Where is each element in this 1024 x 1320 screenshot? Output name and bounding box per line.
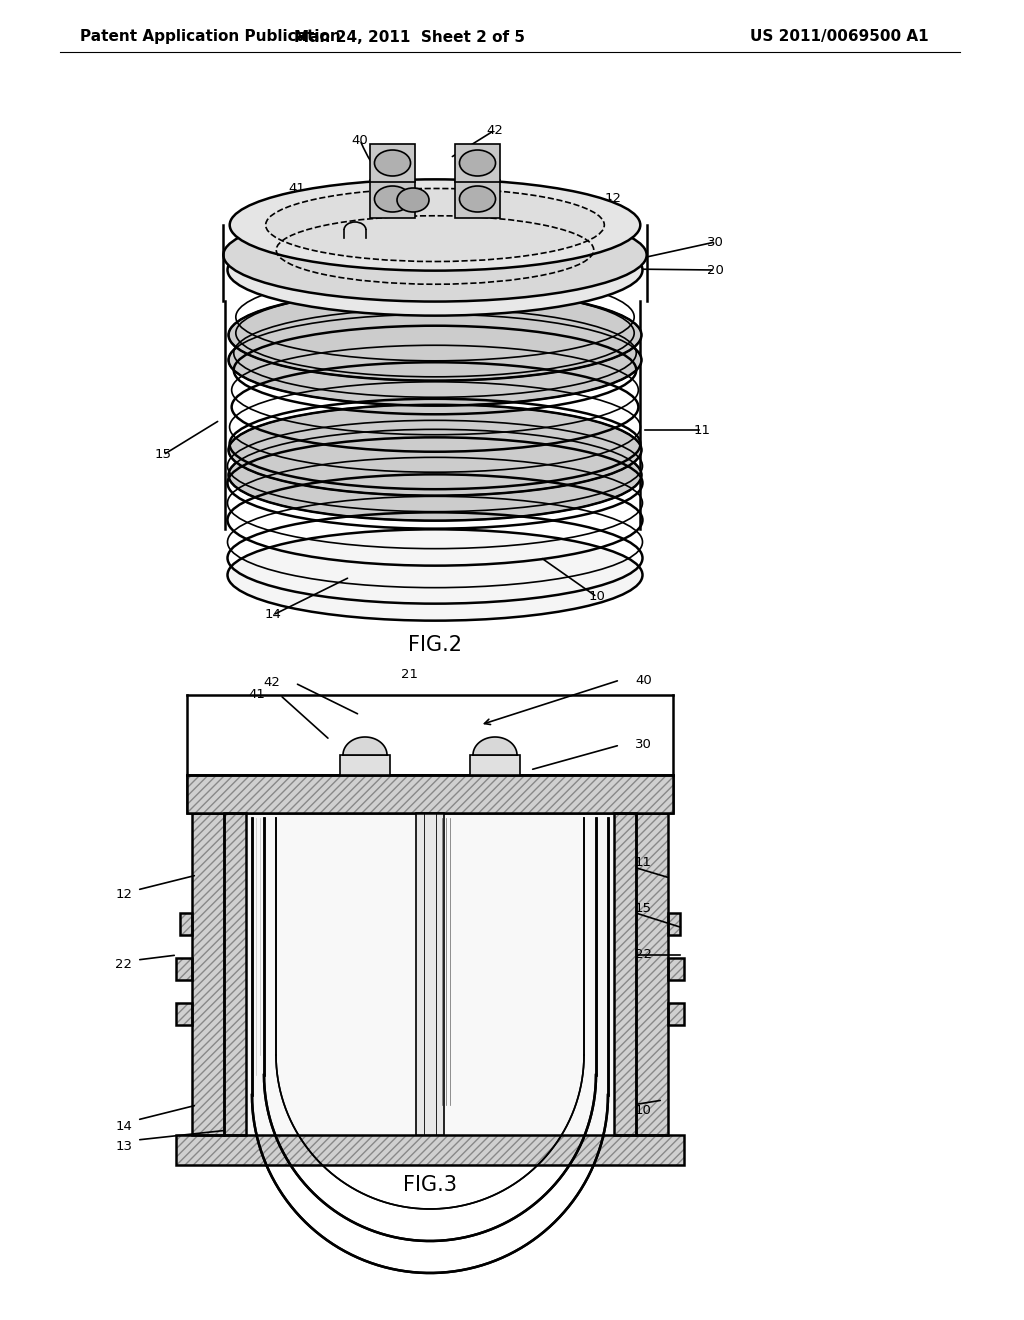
- Bar: [193, 813, 224, 1135]
- Bar: [668, 913, 680, 935]
- Bar: [187, 775, 673, 813]
- Text: 40: 40: [351, 133, 369, 147]
- Text: 10: 10: [635, 1104, 652, 1117]
- Text: Mar. 24, 2011  Sheet 2 of 5: Mar. 24, 2011 Sheet 2 of 5: [295, 29, 525, 45]
- Ellipse shape: [227, 529, 642, 620]
- Bar: [470, 755, 520, 775]
- Text: 20: 20: [635, 804, 652, 817]
- Bar: [176, 1003, 193, 1026]
- Ellipse shape: [375, 186, 411, 213]
- Text: 41: 41: [288, 181, 305, 194]
- Bar: [176, 1135, 684, 1166]
- Text: 42: 42: [486, 124, 504, 136]
- Bar: [614, 813, 636, 1135]
- Bar: [224, 813, 246, 1135]
- Text: 15: 15: [635, 902, 652, 915]
- Text: US 2011/0069500 A1: US 2011/0069500 A1: [750, 29, 929, 45]
- Bar: [187, 775, 673, 813]
- Bar: [176, 958, 193, 979]
- Ellipse shape: [228, 289, 641, 380]
- Ellipse shape: [375, 150, 411, 176]
- Text: 16: 16: [270, 248, 287, 261]
- Ellipse shape: [460, 150, 496, 176]
- Ellipse shape: [229, 180, 640, 271]
- Text: 21: 21: [401, 668, 419, 681]
- Bar: [180, 913, 193, 935]
- Text: 40: 40: [635, 673, 651, 686]
- Text: 14: 14: [116, 1121, 132, 1134]
- Text: FIG.3: FIG.3: [403, 1175, 457, 1195]
- Text: 15: 15: [155, 449, 171, 462]
- Bar: [187, 775, 673, 813]
- Ellipse shape: [460, 186, 496, 213]
- Text: Patent Application Publication: Patent Application Publication: [80, 29, 341, 45]
- Ellipse shape: [265, 189, 604, 261]
- Ellipse shape: [227, 224, 642, 315]
- Bar: [636, 813, 668, 1135]
- Text: 22: 22: [116, 958, 132, 972]
- Ellipse shape: [397, 187, 429, 213]
- Text: 20: 20: [707, 264, 723, 276]
- Text: 31: 31: [270, 231, 287, 244]
- Bar: [455, 180, 500, 218]
- Bar: [176, 958, 193, 979]
- Bar: [370, 180, 415, 218]
- Bar: [224, 813, 246, 1135]
- Bar: [340, 755, 390, 775]
- Bar: [370, 144, 415, 182]
- Bar: [246, 813, 614, 1135]
- Text: 10: 10: [589, 590, 605, 603]
- Bar: [176, 1135, 684, 1166]
- Bar: [636, 813, 668, 1135]
- Text: 11: 11: [693, 424, 711, 437]
- Bar: [193, 813, 224, 1135]
- Bar: [668, 1003, 684, 1026]
- Text: 12: 12: [116, 888, 132, 902]
- Text: 41: 41: [248, 689, 265, 701]
- Text: 30: 30: [707, 235, 723, 248]
- Text: 43: 43: [270, 203, 287, 216]
- Bar: [180, 913, 193, 935]
- Bar: [668, 958, 684, 979]
- Text: 12: 12: [604, 191, 622, 205]
- Bar: [176, 1003, 193, 1026]
- Text: 42: 42: [263, 676, 280, 689]
- Bar: [614, 813, 636, 1135]
- Ellipse shape: [228, 429, 641, 520]
- Bar: [668, 913, 680, 935]
- Bar: [668, 958, 684, 979]
- Bar: [416, 813, 444, 1135]
- Ellipse shape: [228, 404, 641, 495]
- Text: 14: 14: [264, 609, 282, 622]
- Text: 11: 11: [635, 857, 652, 870]
- Ellipse shape: [228, 314, 641, 405]
- Text: 30: 30: [635, 738, 652, 751]
- Text: 13: 13: [116, 1140, 132, 1154]
- Bar: [455, 144, 500, 182]
- Bar: [668, 1003, 684, 1026]
- Text: 22: 22: [635, 949, 652, 961]
- Text: FIG.2: FIG.2: [408, 635, 462, 655]
- Ellipse shape: [223, 209, 646, 301]
